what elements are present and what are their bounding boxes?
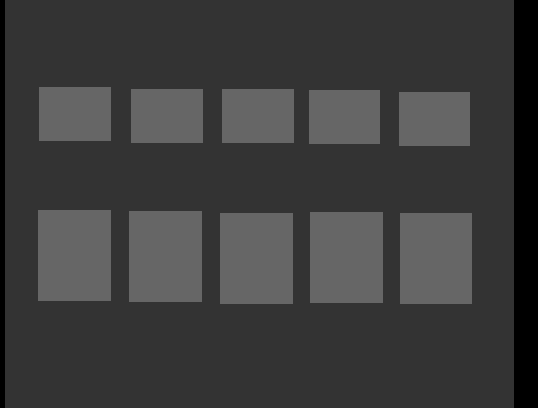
thumbnail-tile[interactable] — [222, 89, 294, 143]
thumbnail-tile[interactable] — [39, 87, 111, 141]
content-panel — [5, 0, 514, 408]
thumbnail-tile[interactable] — [309, 90, 380, 144]
thumbnail-tile[interactable] — [399, 92, 470, 146]
thumbnail-tile[interactable] — [129, 211, 202, 302]
thumbnail-tile[interactable] — [220, 213, 293, 304]
thumbnail-tile[interactable] — [310, 212, 383, 303]
thumbnail-tile[interactable] — [131, 89, 203, 143]
thumbnail-tile[interactable] — [38, 210, 111, 301]
thumbnail-tile[interactable] — [400, 213, 472, 304]
